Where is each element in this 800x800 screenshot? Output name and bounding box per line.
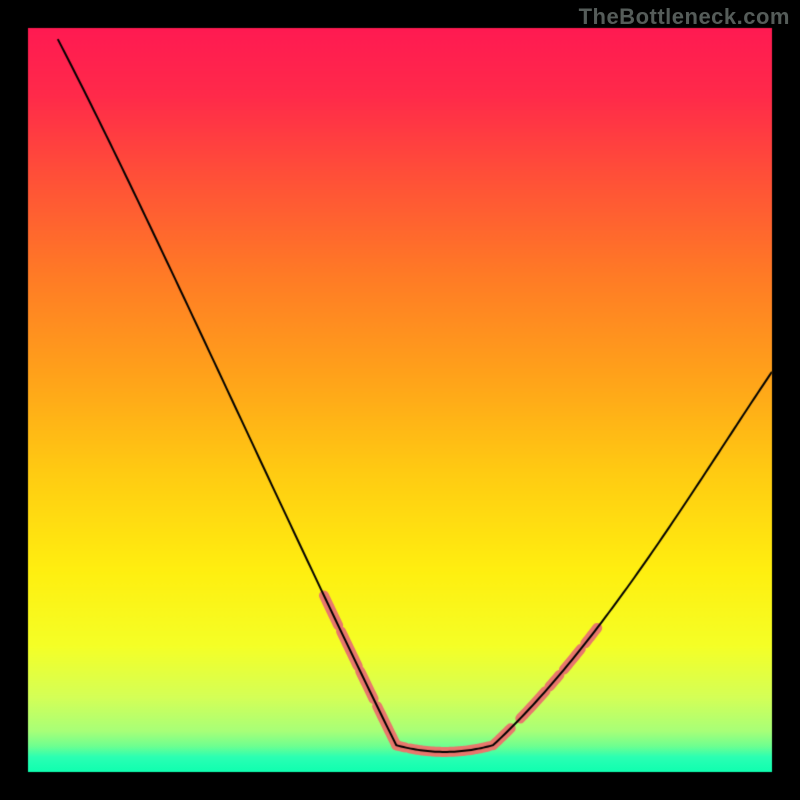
bottleneck-curve bbox=[0, 0, 800, 800]
chart-container: TheBottleneck.com bbox=[0, 0, 800, 800]
